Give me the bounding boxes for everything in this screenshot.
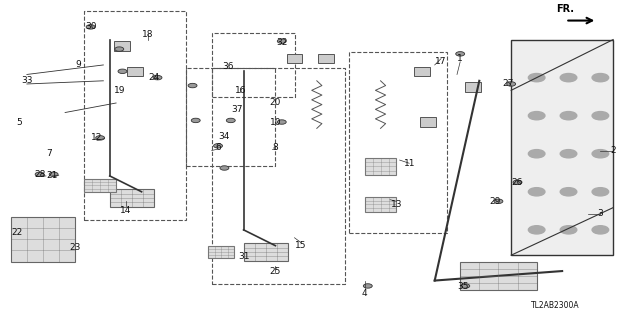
Circle shape [277,39,286,44]
Text: TL2AB2300A: TL2AB2300A [531,301,580,310]
Bar [465,82,481,92]
Circle shape [227,118,236,123]
Bar [84,11,186,220]
Circle shape [592,112,609,120]
Circle shape [35,172,44,177]
Bar [209,246,234,258]
Text: 17: 17 [435,57,447,66]
Text: 35: 35 [458,283,469,292]
Circle shape [214,144,223,148]
Circle shape [118,69,127,74]
Bar [127,67,143,76]
Text: 4: 4 [362,289,367,298]
Bar [244,243,288,261]
Text: 1: 1 [458,54,463,63]
Text: 16: 16 [235,86,246,95]
Circle shape [49,172,58,177]
Circle shape [529,188,545,196]
Text: 7: 7 [46,149,52,158]
Text: 9: 9 [75,60,81,69]
Bar [365,197,396,212]
Bar [414,67,430,76]
Text: 27: 27 [502,79,514,88]
Bar [115,41,131,51]
Bar [511,40,613,255]
Text: 34: 34 [219,132,230,141]
Circle shape [153,76,162,80]
Text: 18: 18 [142,30,154,39]
Circle shape [507,82,516,86]
Text: 24: 24 [148,73,160,82]
Text: 21: 21 [47,172,58,180]
Text: 29: 29 [490,197,501,206]
Text: FR.: FR. [556,4,574,14]
Text: 26: 26 [512,178,524,187]
Circle shape [529,150,545,158]
Bar [319,54,334,63]
Bar [212,68,346,284]
Text: 2: 2 [611,146,616,155]
Circle shape [592,226,609,234]
Bar [365,158,396,175]
Circle shape [494,199,503,204]
Bar [212,33,294,97]
Text: 19: 19 [113,86,125,95]
Bar [11,217,75,261]
Circle shape [529,226,545,234]
Circle shape [560,188,577,196]
Text: 23: 23 [69,243,81,252]
Text: 15: 15 [295,241,307,250]
Bar [109,189,154,207]
Text: 3: 3 [598,210,604,219]
Text: 20: 20 [269,99,281,108]
Text: 31: 31 [238,252,250,261]
Bar [84,179,116,192]
Circle shape [277,120,286,124]
Circle shape [86,25,95,29]
Circle shape [592,150,609,158]
Circle shape [115,47,124,51]
Bar [420,117,436,127]
Circle shape [529,74,545,82]
Text: 28: 28 [34,170,45,179]
Text: 8: 8 [273,143,278,152]
Circle shape [96,136,104,140]
Circle shape [529,112,545,120]
Text: 32: 32 [276,38,287,47]
Circle shape [513,180,522,185]
Circle shape [560,150,577,158]
Circle shape [461,284,470,288]
Text: 10: 10 [269,117,281,126]
Text: 33: 33 [21,76,33,85]
Text: 6: 6 [215,143,221,152]
Circle shape [456,52,465,56]
Circle shape [220,166,229,170]
Text: 25: 25 [269,267,281,276]
Text: 13: 13 [390,200,402,209]
Circle shape [592,188,609,196]
Circle shape [364,284,372,288]
Bar [460,261,537,290]
Text: 5: 5 [17,117,22,126]
Text: 11: 11 [403,159,415,168]
Text: 22: 22 [12,228,23,237]
Circle shape [592,74,609,82]
Bar [186,68,275,166]
Circle shape [560,112,577,120]
Circle shape [560,226,577,234]
Text: 14: 14 [120,206,131,215]
Bar [349,52,447,233]
Text: 12: 12 [92,133,102,142]
Text: 37: 37 [232,105,243,114]
Circle shape [188,83,197,88]
Circle shape [560,74,577,82]
Text: 36: 36 [222,62,234,71]
Circle shape [191,118,200,123]
Bar [287,54,303,63]
Text: 30: 30 [85,22,97,31]
